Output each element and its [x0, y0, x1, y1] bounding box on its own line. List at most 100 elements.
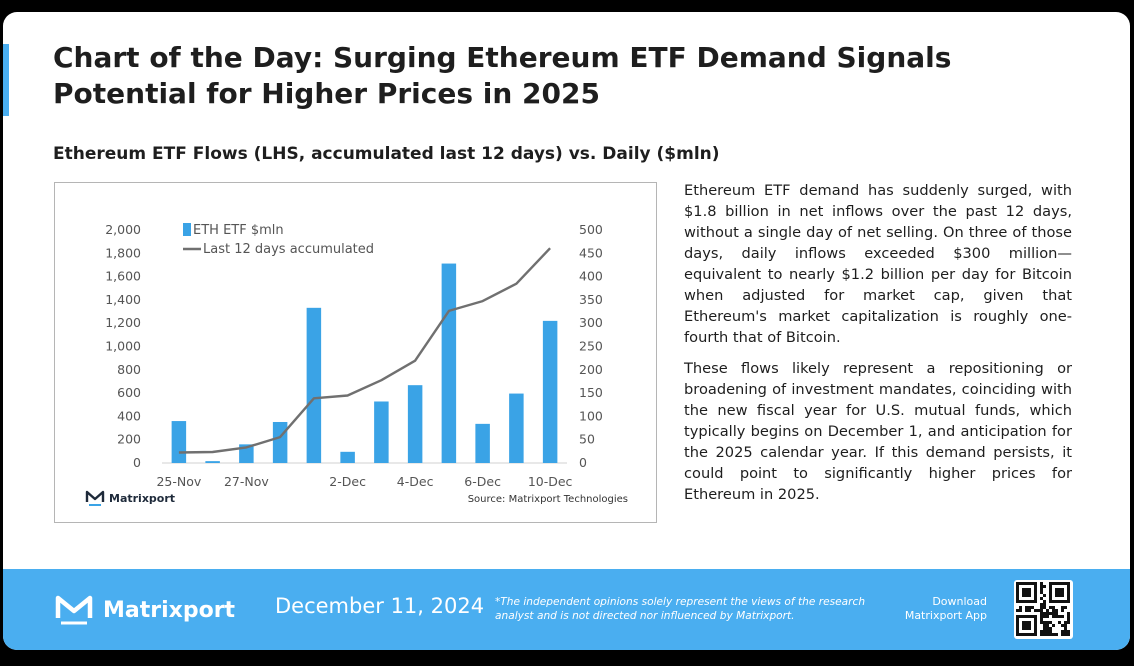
qr-module [1061, 624, 1064, 627]
right-tick-label: 300 [579, 315, 603, 330]
right-tick-label: 200 [579, 362, 603, 377]
footer-disclaimer: *The independent opinions solely represe… [495, 596, 866, 622]
qr-module [1019, 609, 1022, 612]
report-card: Chart of the Day: Surging Ethereum ETF D… [3, 12, 1130, 650]
qr-module [1043, 627, 1046, 630]
qr-module [1028, 609, 1031, 612]
left-tick-label: 600 [117, 385, 141, 400]
qr-module [1049, 606, 1052, 609]
page-title: Chart of the Day: Surging Ethereum ETF D… [53, 41, 952, 110]
bar [272, 421, 288, 463]
qr-module [1040, 609, 1043, 612]
qr-module [1040, 585, 1043, 588]
left-tick-label: 0 [133, 455, 141, 470]
qr-module [1061, 606, 1064, 609]
qr-module [1064, 606, 1067, 609]
qr-module [1016, 609, 1019, 612]
legend: ETH ETF $mln Last 12 days accumulated [183, 223, 374, 257]
right-tick-label: 450 [579, 245, 603, 260]
qr-module [1040, 582, 1043, 585]
bar [475, 423, 490, 463]
qr-module [1040, 633, 1043, 636]
left-tick-label: 1,400 [105, 292, 141, 307]
qr-module [1052, 615, 1055, 618]
x-tick-label: 4-Dec [397, 474, 434, 489]
bar [542, 320, 558, 463]
right-tick-label: 250 [579, 339, 603, 354]
description-paragraph-2: These flows likely represent a repositio… [684, 360, 1072, 503]
chart-svg: 0 200 400 600 800 1,000 1,200 1,400 1,600 1,800 2,… [85, 222, 628, 506]
qr-code-graphic [1016, 582, 1070, 636]
chart-panel: 0 200 400 600 800 1,000 1,200 1,400 1,600 1,800 2,… [54, 182, 657, 523]
qr-module [1043, 603, 1046, 606]
qr-module [1061, 615, 1064, 618]
bar [340, 451, 355, 463]
x-tick-label: 2-Dec [329, 474, 366, 489]
qr-module [1043, 594, 1046, 597]
bar [407, 385, 423, 463]
footer-brand: Matrixport [55, 590, 235, 630]
legend-label-bar: ETH ETF $mln [193, 223, 284, 238]
qr-module [1040, 618, 1043, 621]
legend-swatch-bar [183, 223, 191, 236]
chart-brand: Matrixport [85, 490, 175, 506]
description: Ethereum ETF demand has suddenly surged,… [684, 180, 1072, 515]
qr-module [1040, 612, 1043, 615]
bar [171, 421, 187, 463]
download-line-2: Matrixport App [904, 609, 987, 622]
qr-module [1046, 609, 1049, 612]
left-tick-label: 400 [117, 408, 141, 423]
bar [205, 461, 220, 463]
x-axis-ticks: 25-Nov 27-Nov 2-Dec 4-Dec 6-Dec 10-Dec [156, 474, 572, 489]
x-tick-label: 27-Nov [224, 474, 269, 489]
chart-heading: Ethereum ETF Flows (LHS, accumulated las… [53, 144, 720, 164]
qr-module [1046, 624, 1049, 627]
qr-module [1040, 630, 1043, 633]
qr-module [1052, 633, 1055, 636]
qr-module [1055, 609, 1058, 612]
qr-module [1040, 621, 1043, 624]
x-tick-label: 10-Dec [528, 474, 573, 489]
right-tick-label: 150 [579, 385, 603, 400]
left-tick-label: 800 [117, 362, 141, 377]
right-tick-label: 100 [579, 408, 603, 423]
download-app-label[interactable]: Download Matrixport App [883, 595, 987, 623]
qr-module [1067, 630, 1070, 633]
footer: Matrixport December 11, 2024 *The indepe… [3, 569, 1130, 650]
qr-module [1049, 612, 1052, 615]
left-axis-ticks: 0 200 400 600 800 1,000 1,200 1,400 1,600 1,800 2,… [105, 222, 141, 470]
description-paragraph-1: Ethereum ETF demand has suddenly surged,… [684, 182, 1072, 346]
qr-module [1025, 606, 1028, 609]
qr-module [1046, 633, 1049, 636]
qr-finder-core [1055, 588, 1064, 597]
accumulated-line [178, 247, 551, 454]
qr-module [1043, 624, 1046, 627]
right-tick-label: 500 [579, 222, 603, 237]
qr-module [1043, 615, 1046, 618]
qr-module [1046, 630, 1049, 633]
qr-module [1049, 627, 1052, 630]
left-tick-label: 2,000 [105, 222, 141, 237]
qr-code-icon[interactable] [1014, 580, 1073, 639]
legend-label-line: Last 12 days accumulated [203, 242, 374, 257]
right-tick-label: 400 [579, 269, 603, 284]
qr-module [1040, 603, 1043, 606]
footer-brand-label: Matrixport [103, 597, 236, 623]
qr-module [1067, 633, 1070, 636]
qr-module [1061, 609, 1064, 612]
qr-module [1040, 588, 1043, 591]
qr-module [1064, 621, 1067, 624]
qr-module [1055, 612, 1058, 615]
qr-module [1043, 630, 1046, 633]
qr-module [1031, 606, 1034, 609]
qr-module [1028, 606, 1031, 609]
qr-module [1058, 621, 1061, 624]
bar [441, 263, 457, 463]
bar [374, 401, 389, 463]
qr-finder-core [1022, 588, 1031, 597]
qr-module [1064, 630, 1067, 633]
qr-module [1067, 621, 1070, 624]
qr-module [1061, 633, 1064, 636]
qr-module [1055, 615, 1058, 618]
right-tick-label: 50 [579, 432, 595, 447]
